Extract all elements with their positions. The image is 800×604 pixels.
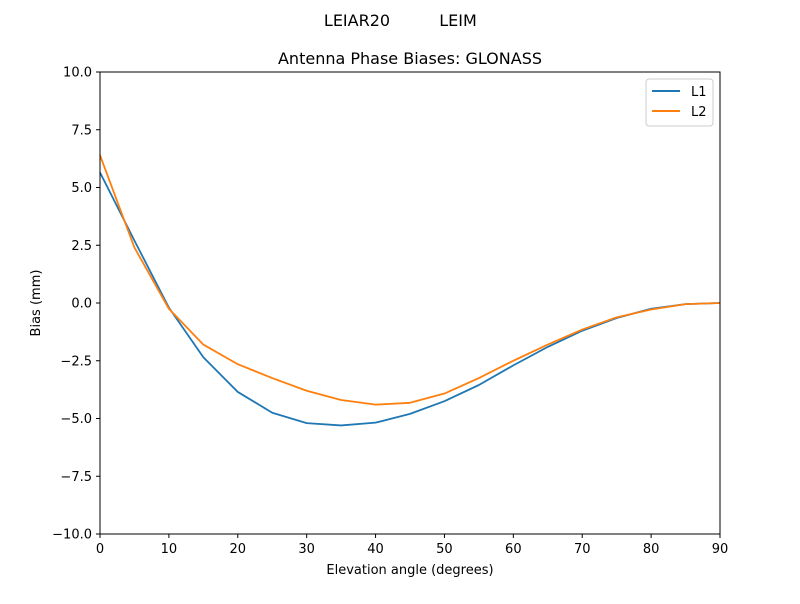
series-layer xyxy=(99,154,721,427)
y-tick-label: −7.5 xyxy=(60,470,92,485)
plot-area xyxy=(100,72,720,534)
x-axis-label: Elevation angle (degrees) xyxy=(326,563,493,578)
y-tick-label: 5.0 xyxy=(71,181,92,196)
y-tick-label: 10.0 xyxy=(63,66,92,81)
y-tick-label: 2.5 xyxy=(71,239,92,254)
y-axis-ticks: −10.0 −7.5 −5.0 −2.5 0.0 2.5 5.0 7.5 10.0 xyxy=(52,66,100,543)
y-tick-label: −2.5 xyxy=(60,354,92,369)
x-tick-label: 60 xyxy=(505,542,522,557)
figure-suptitle-left: LEIAR20 xyxy=(324,11,390,30)
chart-title: Antenna Phase Biases: GLONASS xyxy=(278,49,542,68)
x-tick-label: 70 xyxy=(574,542,591,557)
series-line-l2 xyxy=(99,154,721,406)
y-axis-label: Bias (mm) xyxy=(29,270,44,337)
y-tick-label: 7.5 xyxy=(71,123,92,138)
legend-label-l2: L2 xyxy=(691,105,707,120)
legend-label-l1: L1 xyxy=(691,85,707,100)
figure-suptitle-right: LEIM xyxy=(439,11,477,30)
x-tick-label: 50 xyxy=(436,542,453,557)
x-tick-label: 0 xyxy=(96,542,104,557)
y-tick-label: 0.0 xyxy=(71,297,92,312)
y-tick-label: −10.0 xyxy=(52,528,92,543)
x-tick-label: 20 xyxy=(230,542,247,557)
legend: L1 L2 xyxy=(645,78,714,127)
x-tick-label: 10 xyxy=(161,542,178,557)
x-tick-label: 80 xyxy=(643,542,660,557)
x-axis-ticks: 0 10 20 30 40 50 60 70 80 90 xyxy=(96,534,728,557)
x-tick-label: 90 xyxy=(712,542,729,557)
y-tick-label: −5.0 xyxy=(60,412,92,427)
x-tick-label: 30 xyxy=(298,542,315,557)
x-tick-label: 40 xyxy=(367,542,384,557)
